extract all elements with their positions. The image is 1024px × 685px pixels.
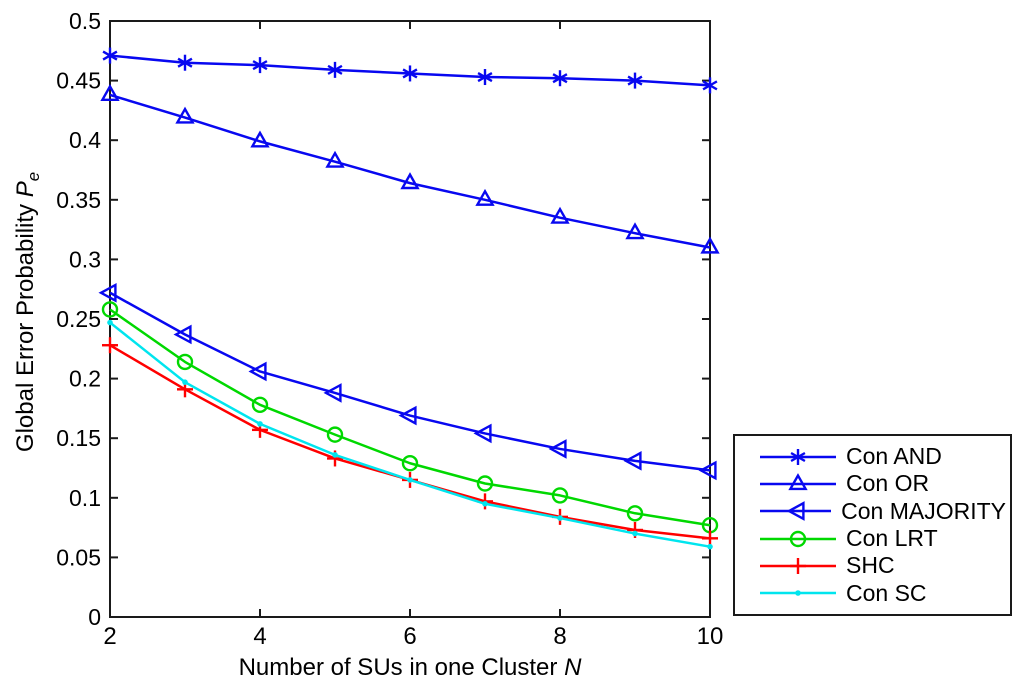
y-tick-label: 0.1 <box>69 485 101 511</box>
asterisk-marker-icon <box>760 448 836 465</box>
series-line-con-or <box>109 93 711 249</box>
legend-label-con-or: Con OR <box>846 470 930 497</box>
series-con-or <box>100 83 720 254</box>
series-line-con-sc <box>109 321 711 548</box>
x-tick-label: 6 <box>403 623 416 650</box>
plus-marker-icon <box>760 557 836 574</box>
x-tick-label: 10 <box>697 623 724 650</box>
y-tick-label: 0.25 <box>56 306 101 332</box>
dot-marker-icon <box>760 590 836 597</box>
y-tick-label: 0.5 <box>69 8 101 34</box>
triangle-left-marker-icon <box>760 501 832 522</box>
x-tick-label: 2 <box>103 623 116 650</box>
y-tick-label: 0.05 <box>56 544 101 570</box>
legend-label-con-lrt: Con LRT <box>846 525 938 552</box>
y-axis-label: Global Error Probability Pe <box>12 172 44 452</box>
legend-item-shc: SHC <box>748 552 1006 579</box>
axis-box <box>109 20 711 618</box>
legend-item-con-or: Con OR <box>748 470 1006 497</box>
y-tick-label: 0.45 <box>56 68 101 94</box>
y-tick-label: 0.15 <box>56 425 101 451</box>
series-con-lrt <box>101 301 719 534</box>
y-tick-label: 0.3 <box>69 246 101 272</box>
legend: Con AND Con OR Con MAJORITY Con LRT SHC Con S… <box>733 434 1012 616</box>
x-tick-label: 4 <box>253 623 266 650</box>
y-tick-label: 0.2 <box>69 366 101 392</box>
series-line-con-majority <box>109 291 711 472</box>
circle-marker-icon <box>760 530 836 547</box>
legend-label-con-sc: Con SC <box>846 579 927 606</box>
x-tick-label: 8 <box>553 623 566 650</box>
axis-ticks: 0 0.05 0.1 0.15 0.2 0.25 0.3 0.35 0.4 0.45 0.5 2 4 6 8… <box>56 8 723 650</box>
y-axis-label-symbol: P <box>12 181 40 198</box>
y-tick-label: 0 <box>88 604 101 630</box>
series-con-and <box>102 47 718 94</box>
y-axis-label-subscript: e <box>23 171 43 182</box>
y-tick-label: 0.4 <box>69 127 101 153</box>
x-axis-label-text: Number of SUs in one Cluster <box>238 654 558 681</box>
legend-label-con-and: Con AND <box>846 443 942 470</box>
x-axis-label-symbol: N <box>564 654 582 681</box>
series-line-con-lrt <box>109 308 711 527</box>
legend-item-con-and: Con AND <box>748 443 1006 470</box>
legend-item-con-lrt: Con LRT <box>748 525 1006 552</box>
series-con-majority <box>98 282 717 481</box>
legend-item-con-majority: Con MAJORITY <box>748 498 1006 524</box>
series-con-sc <box>107 319 713 550</box>
legend-item-con-sc: Con SC <box>748 580 1006 606</box>
legend-label-shc: SHC <box>846 552 895 579</box>
y-axis-label-text: Global Error Probability <box>12 203 40 453</box>
y-tick-label: 0.35 <box>56 187 101 213</box>
triangle-up-marker-icon <box>760 473 836 491</box>
x-axis-label: Number of SUs in one Cluster N <box>239 654 582 682</box>
legend-label-con-majority: Con MAJORITY <box>841 497 1006 524</box>
